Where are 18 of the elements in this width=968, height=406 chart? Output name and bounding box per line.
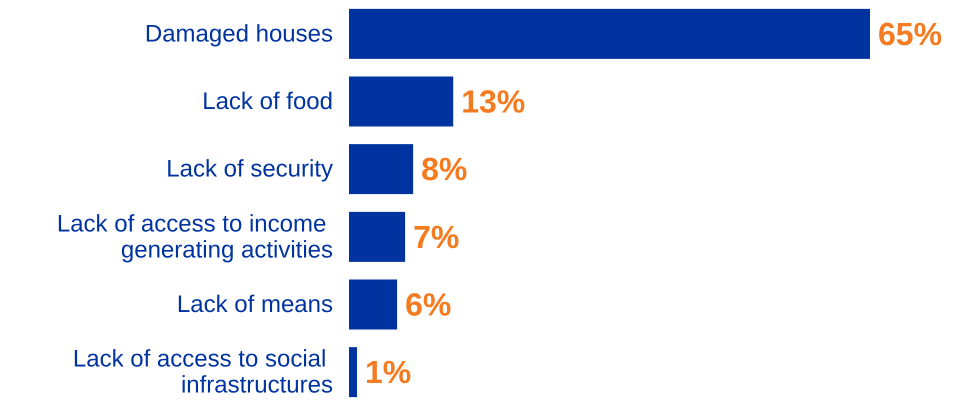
data-label: 65% <box>878 16 942 52</box>
y-tick-label: Lack of food <box>202 88 333 115</box>
y-tick-label: Lack of access to social infrastructures <box>72 346 333 399</box>
data-label: 8% <box>421 151 468 188</box>
bar <box>349 76 454 126</box>
y-tick-label: Damaged houses <box>144 20 333 48</box>
bar <box>349 8 870 59</box>
y-tick-label: Lack of security <box>166 156 333 183</box>
bar <box>349 347 358 398</box>
bar <box>349 212 406 262</box>
y-tick-label: Lack of means <box>176 291 333 318</box>
data-label: 6% <box>405 286 452 322</box>
bar <box>349 144 414 194</box>
data-label: 13% <box>461 84 526 120</box>
data-label: 7% <box>413 218 460 255</box>
bar <box>349 280 398 330</box>
data-label: 1% <box>365 354 412 390</box>
y-tick-label: Lack of access to income generating activities <box>56 210 333 264</box>
